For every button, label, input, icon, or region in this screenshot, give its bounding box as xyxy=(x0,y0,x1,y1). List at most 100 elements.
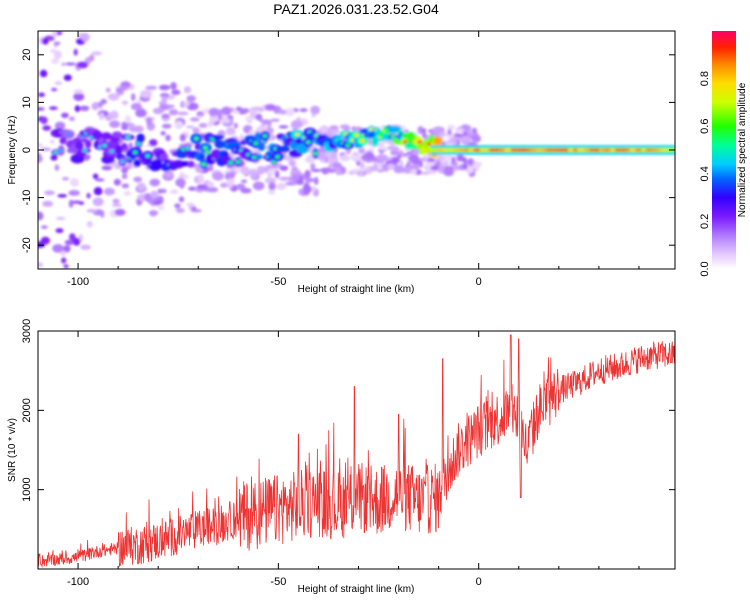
heatmap-cell xyxy=(418,160,423,168)
heatmap-cell xyxy=(186,202,195,207)
heatmap-cell xyxy=(377,162,383,171)
heatmap-cell xyxy=(255,113,263,121)
heatmap-cell xyxy=(160,92,170,98)
heatmap-cell xyxy=(204,150,210,154)
heatmap-cell xyxy=(100,132,112,140)
heatmap-cell xyxy=(182,101,190,107)
heatmap-cell xyxy=(467,158,474,166)
x-tick-label: -50 xyxy=(270,276,286,288)
heatmap-cell xyxy=(225,127,236,136)
heatmap-cell xyxy=(42,125,51,131)
heatmap-cell xyxy=(368,127,374,132)
heatmap-cell xyxy=(190,209,202,213)
heatmap-cell xyxy=(201,162,207,167)
heatmap-cell xyxy=(232,167,241,172)
heatmap-cell xyxy=(409,168,418,175)
top-axes: -100 -50 0 20 10 0 -10 -20 xyxy=(21,31,675,288)
colorbar: 0.0 0.2 0.4 0.6 0.8 Normalized spectral ampl… xyxy=(699,31,748,277)
heatmap-cell xyxy=(61,62,66,66)
heatmap-cell xyxy=(402,153,408,157)
heatmap-cell xyxy=(61,257,67,264)
heatmap-cell xyxy=(121,142,128,151)
heatmap-cell xyxy=(249,129,255,137)
x-tick-label: -100 xyxy=(67,276,89,288)
heatmap-cell xyxy=(54,121,66,130)
heatmap-cell xyxy=(235,106,242,112)
heatmap-cell xyxy=(397,150,404,155)
heatmap-cell xyxy=(170,82,177,90)
heatmap-cell xyxy=(60,250,66,257)
heatmap-cell xyxy=(422,128,427,133)
heatmap-cell xyxy=(230,110,240,114)
x-tick-label: 0 xyxy=(476,276,482,288)
heatmap-cell xyxy=(268,188,276,195)
heatmap-cell xyxy=(136,141,142,146)
heatmap-cell xyxy=(150,190,159,199)
heatmap-cell xyxy=(285,107,295,117)
heatmap-cell xyxy=(72,237,81,246)
bottom-x-axis-label: Height of straight line (km) xyxy=(298,584,415,595)
heatmap-cell xyxy=(241,108,250,113)
heatmap-cell xyxy=(118,85,128,91)
heatmap-cell xyxy=(407,160,413,165)
heatmap-cell xyxy=(52,31,58,38)
y-tick-label: 3000 xyxy=(21,319,33,343)
heatmap-cell xyxy=(105,87,111,93)
heatmap-cell xyxy=(443,154,454,162)
heatmap-cell xyxy=(130,102,142,111)
heatmap-cell xyxy=(121,124,129,131)
heatmap-cell xyxy=(98,112,105,120)
heatmap-cell xyxy=(294,132,300,137)
heatmap-cell xyxy=(206,186,219,193)
heatmap-cell xyxy=(264,104,276,111)
heatmap-cell xyxy=(404,166,412,174)
heatmap-cell xyxy=(389,146,400,152)
heatmap-cell xyxy=(214,139,226,149)
heatmap-cell xyxy=(41,37,49,45)
heatmap-cell xyxy=(144,193,152,202)
heatmap-cell xyxy=(115,144,123,155)
heatmap-cell xyxy=(145,154,151,158)
heatmap-cell xyxy=(451,157,456,163)
heatmap-cell xyxy=(455,127,465,133)
heatmap-cell xyxy=(271,160,277,164)
heatmap-cell xyxy=(161,114,170,118)
heatmap-cell xyxy=(92,130,103,140)
heatmap-cell xyxy=(91,51,103,56)
colorbar-gradient xyxy=(712,31,736,269)
heatmap-cell xyxy=(193,136,199,141)
heatmap-cell xyxy=(208,107,220,117)
top-x-axis-label: Height of straight line (km) xyxy=(298,284,415,295)
heatmap-cell xyxy=(53,50,62,60)
heatmap-cell xyxy=(178,196,185,203)
heatmap-cell xyxy=(240,188,252,194)
heatmap-cell xyxy=(50,139,55,144)
heatmap-cell xyxy=(112,198,120,204)
heatmap-cell xyxy=(140,89,152,99)
heatmap-cell xyxy=(474,161,481,169)
heatmap-cell xyxy=(447,124,455,130)
heatmap-cell xyxy=(471,134,482,143)
heatmap-cell xyxy=(80,244,91,250)
heatmap-cell xyxy=(193,163,202,169)
heatmap-cell xyxy=(456,156,467,162)
heatmap-cell xyxy=(264,177,276,184)
heatmap-cell xyxy=(103,187,115,196)
heatmap-cell xyxy=(111,203,122,207)
top-y-axis-label: Frequency (Hz) xyxy=(7,116,18,185)
heatmap-cell xyxy=(421,132,427,138)
heatmap-cell xyxy=(220,182,228,188)
y-tick-label: 1000 xyxy=(21,477,33,501)
heatmap-cell xyxy=(276,145,290,153)
heatmap-cell xyxy=(95,178,105,182)
heatmap-cell xyxy=(241,179,248,183)
heatmap-cell xyxy=(207,181,214,188)
y-tick-label: 0 xyxy=(21,147,33,153)
heatmap-cell xyxy=(390,135,396,139)
heatmap-cell xyxy=(251,106,264,111)
heatmap-cell xyxy=(434,132,442,137)
heatmap-cell xyxy=(84,154,89,162)
heatmap-cell xyxy=(171,89,181,96)
heatmap-cell xyxy=(121,173,128,179)
